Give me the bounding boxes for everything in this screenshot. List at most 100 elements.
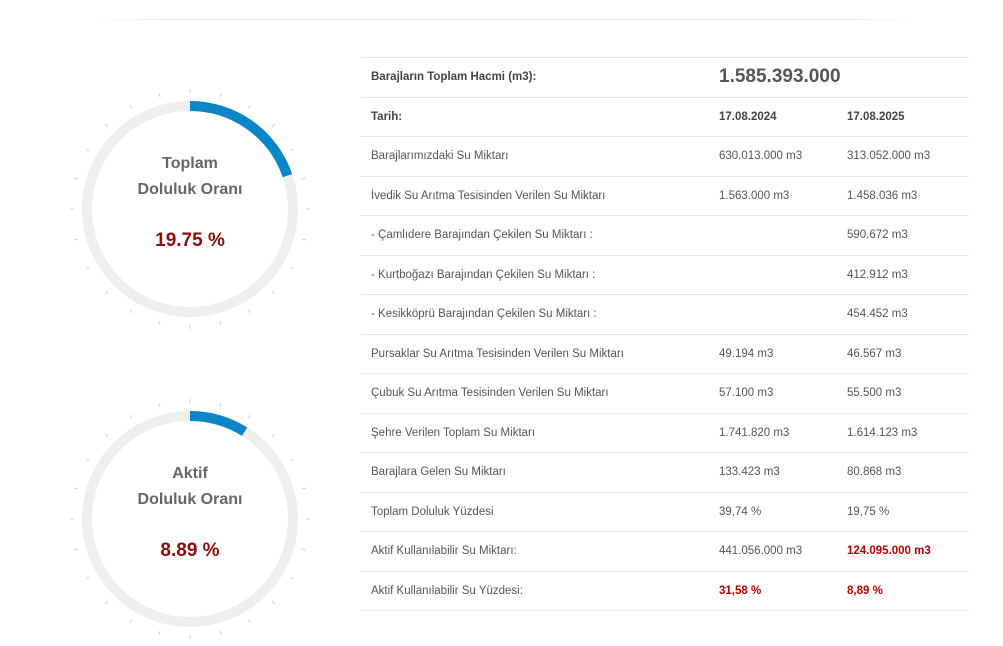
row-value-2025: 124.095.000 m3 bbox=[837, 531, 969, 571]
gauge-tick bbox=[219, 92, 222, 98]
gauge-title-line1: Aktif bbox=[172, 465, 208, 482]
row-value-2025: 80.868 m3 bbox=[837, 452, 969, 492]
gauge-track bbox=[82, 411, 298, 627]
total-fill-gauge-value: 19.75 % bbox=[155, 230, 225, 251]
date-column-2: 17.08.2025 bbox=[837, 96, 969, 137]
date-label: Tarih: bbox=[361, 96, 709, 137]
gauge-tick bbox=[219, 320, 222, 326]
total-volume-value: 1.585.393.000 bbox=[709, 57, 969, 97]
gauge-tick bbox=[301, 548, 307, 551]
active-fill-gauge: Aktif Doluluk Oranı 8.89 % bbox=[70, 399, 310, 639]
gauge-tick bbox=[104, 433, 109, 438]
row-label: Aktif Kullanılabilir Su Yüzdesi: bbox=[361, 570, 709, 611]
gauge-tick bbox=[158, 320, 161, 326]
row-value-2025: 454.452 m3 bbox=[837, 294, 969, 334]
gauge-tick bbox=[290, 266, 295, 270]
gauge-tick bbox=[104, 600, 109, 605]
row-label: Çubuk Su Arıtma Tesisinden Verilen Su Mi… bbox=[361, 373, 709, 413]
gauge-tick bbox=[290, 576, 295, 580]
total-fill-gauge: Toplam Doluluk Oranı 19.75 % bbox=[70, 89, 310, 329]
row-label: - Çamlıdere Barajından Çekilen Su Miktar… bbox=[361, 215, 709, 255]
total-fill-gauge-title: Toplam Doluluk Oranı bbox=[70, 151, 310, 203]
gauge-tick bbox=[290, 458, 295, 462]
date-header-row: Tarih: 17.08.2024 17.08.2025 bbox=[361, 96, 969, 137]
row-value-2024: 133.423 m3 bbox=[709, 452, 837, 492]
table-row: Aktif Kullanılabilir Su Miktarı: 441.056.… bbox=[361, 531, 969, 571]
gauge-tick bbox=[219, 402, 222, 408]
gauge-tick bbox=[73, 548, 79, 551]
gauge-tick bbox=[271, 600, 276, 605]
gauge-tick bbox=[247, 309, 251, 314]
gauge-tick bbox=[271, 290, 276, 295]
row-label: Aktif Kullanılabilir Su Miktarı: bbox=[361, 531, 709, 571]
gauge-tick bbox=[85, 576, 90, 580]
gauge-tick bbox=[129, 104, 133, 109]
gauge-tick bbox=[158, 402, 161, 408]
row-value-2024: 49.194 m3 bbox=[709, 333, 837, 374]
row-value-2025: 46.567 m3 bbox=[837, 333, 969, 374]
gauge-title-line2: Doluluk Oranı bbox=[137, 181, 243, 198]
row-value-2024: 630.013.000 m3 bbox=[709, 136, 837, 176]
gauge-tick bbox=[104, 290, 109, 295]
row-value-2025: 8,89 % bbox=[837, 570, 969, 611]
gauge-fill-arc bbox=[189, 411, 248, 436]
row-value-2024: 57.100 m3 bbox=[709, 373, 837, 413]
gauge-title-line1: Toplam bbox=[162, 155, 218, 172]
table-row: Barajlarımızdaki Su Miktarı 630.013.000 m… bbox=[361, 136, 969, 176]
table-row: Barajlara Gelen Su Miktarı 133.423 m3 80.8… bbox=[361, 452, 969, 492]
total-volume-label: Barajların Toplam Hacmi (m3): bbox=[361, 57, 709, 97]
row-value-2024: 1.741.820 m3 bbox=[709, 412, 837, 453]
table-row: İvedik Su Arıtma Tesisinden Verilen Su M… bbox=[361, 175, 969, 216]
active-fill-gauge-title: Aktif Doluluk Oranı bbox=[70, 461, 310, 513]
table-row: - Kesikköprü Barajından Çekilen Su Mikta… bbox=[361, 294, 969, 334]
gauge-title-line2: Doluluk Oranı bbox=[137, 491, 243, 508]
gauge-fill-arc bbox=[189, 101, 293, 178]
table-row: Pursaklar Su Arıtma Tesisinden Verilen S… bbox=[361, 333, 969, 374]
gauge-tick bbox=[85, 458, 90, 462]
row-value-2024: 441.056.000 m3 bbox=[709, 531, 837, 571]
row-value-2025: 19,75 % bbox=[837, 491, 969, 532]
dam-statistics-table: Barajların Toplam Hacmi (m3): 1.585.393.… bbox=[361, 57, 969, 611]
gauge-tick bbox=[158, 92, 161, 98]
gauge-tick bbox=[247, 619, 251, 624]
gauge-tick bbox=[271, 433, 276, 438]
gauge-tick bbox=[271, 123, 276, 128]
gauge-tick bbox=[85, 148, 90, 152]
row-value-2025: 412.912 m3 bbox=[837, 254, 969, 295]
total-fill-gauge-chart bbox=[70, 89, 310, 329]
gauge-tick bbox=[129, 309, 133, 314]
gauge-tick bbox=[247, 104, 251, 109]
row-label: - Kurtboğazı Barajından Çekilen Su Mikta… bbox=[361, 254, 709, 295]
row-label: Pursaklar Su Arıtma Tesisinden Verilen S… bbox=[361, 333, 709, 374]
table-row: - Kurtboğazı Barajından Çekilen Su Mikta… bbox=[361, 254, 969, 295]
row-label: - Kesikköprü Barajından Çekilen Su Mikta… bbox=[361, 294, 709, 334]
top-divider bbox=[85, 19, 925, 20]
table-row: Toplam Doluluk Yüzdesi 39,74 % 19,75 % bbox=[361, 491, 969, 532]
gauge-tick bbox=[129, 619, 133, 624]
gauge-tick bbox=[73, 487, 79, 490]
row-value-2024 bbox=[709, 254, 837, 295]
table-row: Şehre Verilen Toplam Su Miktarı 1.741.820… bbox=[361, 412, 969, 453]
gauge-tick bbox=[290, 148, 295, 152]
date-column-1: 17.08.2024 bbox=[709, 96, 837, 137]
row-label: İvedik Su Arıtma Tesisinden Verilen Su M… bbox=[361, 175, 709, 216]
row-value-2025: 590.672 m3 bbox=[837, 215, 969, 255]
gauge-tick bbox=[73, 177, 79, 180]
gauge-tick bbox=[104, 123, 109, 128]
active-fill-gauge-value: 8.89 % bbox=[160, 540, 220, 561]
gauge-tick bbox=[247, 414, 251, 419]
row-label: Barajlarımızdaki Su Miktarı bbox=[361, 136, 709, 176]
row-value-2024: 39,74 % bbox=[709, 491, 837, 532]
row-value-2024: 1.563.000 m3 bbox=[709, 175, 837, 216]
row-label: Şehre Verilen Toplam Su Miktarı bbox=[361, 412, 709, 453]
gauge-tick bbox=[73, 238, 79, 241]
active-fill-gauge-chart bbox=[70, 399, 310, 639]
table-row: - Çamlıdere Barajından Çekilen Su Miktar… bbox=[361, 215, 969, 255]
gauge-tick bbox=[158, 630, 161, 636]
row-value-2024 bbox=[709, 215, 837, 255]
row-label: Barajlara Gelen Su Miktarı bbox=[361, 452, 709, 492]
row-value-2024: 31,58 % bbox=[709, 570, 837, 611]
gauge-tick bbox=[219, 630, 222, 636]
row-label: Toplam Doluluk Yüzdesi bbox=[361, 491, 709, 532]
row-value-2025: 1.458.036 m3 bbox=[837, 175, 969, 216]
